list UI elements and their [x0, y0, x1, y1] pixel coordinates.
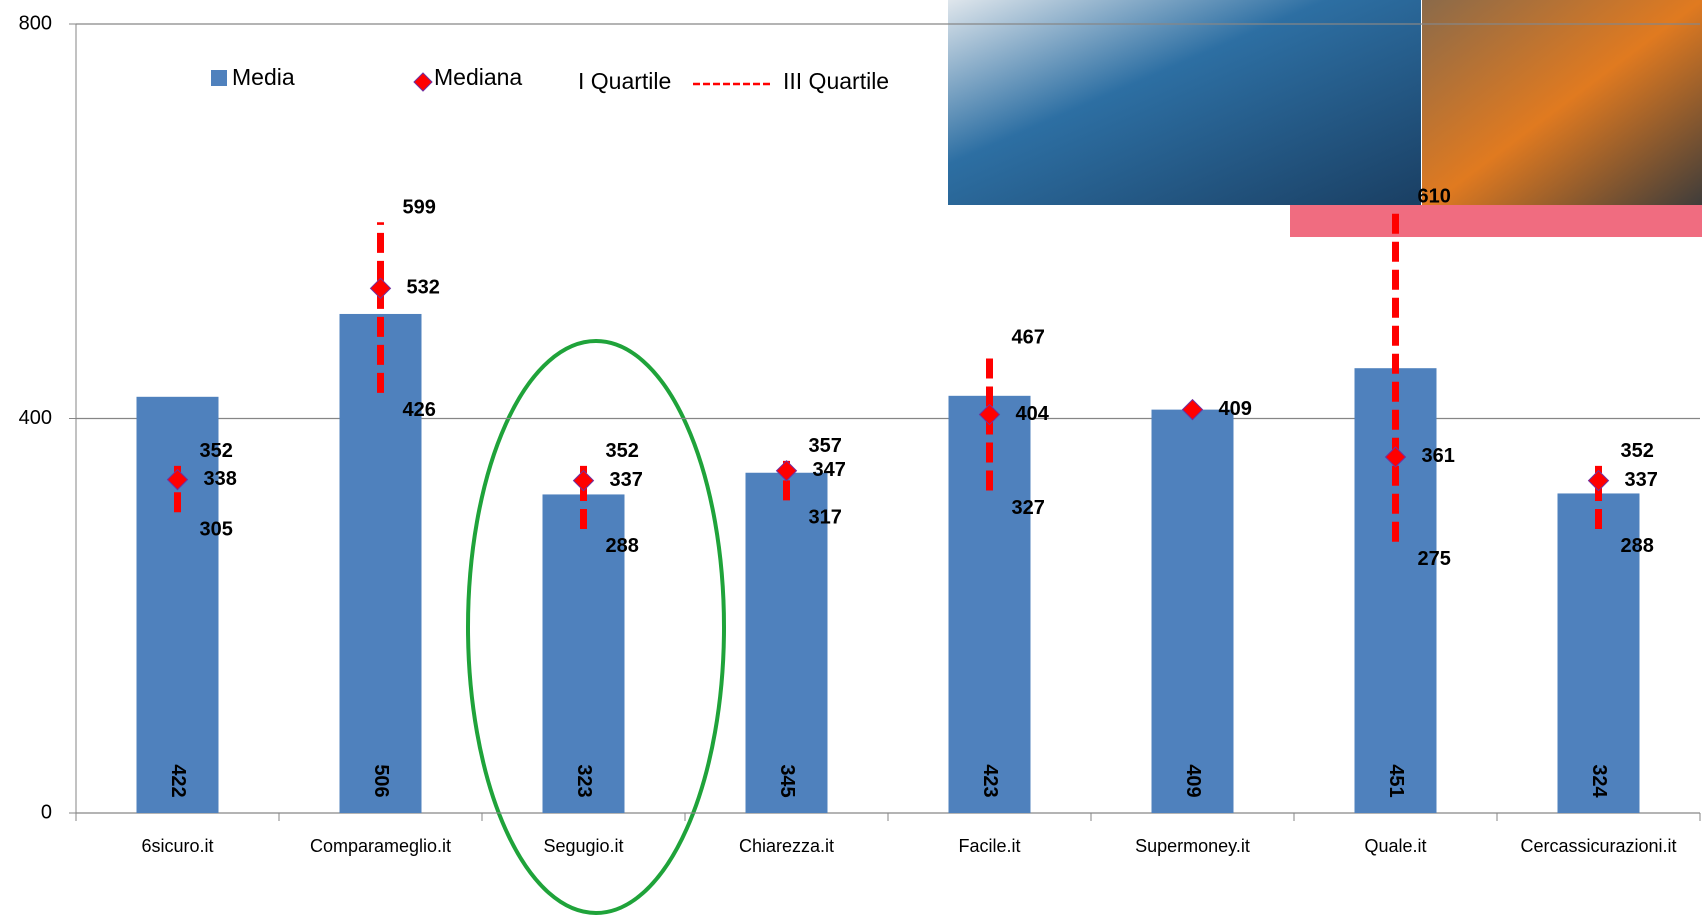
q3-label: 357: [809, 435, 842, 457]
legend-swatch: [211, 70, 227, 86]
bar-value-label: 345: [776, 764, 798, 797]
bar-value-label: 423: [979, 764, 1001, 797]
q1-label: 305: [200, 518, 233, 540]
q1-label: 288: [1621, 535, 1654, 557]
x-tick-label: Quale.it: [1364, 836, 1426, 856]
median-marker: [1181, 398, 1204, 421]
median-label: 361: [1422, 445, 1455, 467]
legend-swatch: [413, 72, 433, 92]
danger-tape: [1290, 205, 1702, 237]
bar: [1354, 368, 1437, 813]
car-photo: [948, 0, 1421, 205]
median-marker: [166, 468, 189, 491]
legend-label: III Quartile: [783, 68, 889, 94]
median-marker: [1384, 446, 1407, 468]
x-tick-label: Chiarezza.it: [739, 836, 834, 856]
worker-photo: [1422, 0, 1702, 210]
q1-label: 288: [606, 535, 639, 557]
x-tick-label: 6sicuro.it: [141, 836, 213, 856]
legend-label: I Quartile: [578, 68, 671, 94]
median-label: 532: [407, 277, 440, 299]
bar-value-label: 451: [1385, 764, 1407, 797]
legend-label: Mediana: [434, 64, 522, 90]
bar-value-label: 409: [1182, 764, 1204, 797]
x-tick-label: Supermoney.it: [1135, 836, 1250, 856]
median-label: 338: [204, 468, 237, 490]
median-label: 347: [813, 459, 846, 481]
bar: [1557, 493, 1640, 813]
q1-label: 275: [1418, 548, 1451, 570]
bar: [948, 395, 1031, 813]
x-tick-label: Segugio.it: [543, 836, 623, 856]
highlight-ellipse: [466, 339, 726, 915]
q3-label: 352: [200, 440, 233, 462]
median-marker: [369, 277, 392, 300]
bar-value-label: 506: [370, 764, 392, 797]
bar: [542, 494, 625, 813]
q3-label: 467: [1012, 327, 1045, 349]
q3-label: 352: [1621, 440, 1654, 462]
bar: [339, 313, 422, 813]
y-tick-label: 0: [41, 801, 52, 823]
y-tick-label: 800: [19, 12, 52, 34]
bar: [1151, 409, 1234, 813]
median-marker: [572, 469, 595, 492]
bar-value-label: 324: [1588, 764, 1610, 798]
bar: [745, 472, 828, 813]
bar-value-label: 323: [573, 764, 595, 797]
q3-label: 352: [606, 440, 639, 462]
x-tick-label: Facile.it: [958, 836, 1020, 856]
q1-label: 317: [809, 507, 842, 529]
median-label: 409: [1219, 398, 1252, 420]
x-tick-label: Comparameglio.it: [310, 836, 451, 856]
median-label: 337: [610, 469, 643, 491]
median-marker: [978, 403, 1001, 426]
median-marker: [775, 460, 798, 482]
median-label: 404: [1016, 403, 1050, 425]
q1-label: 426: [403, 399, 436, 421]
median-marker: [1587, 469, 1610, 492]
legend-label: Media: [232, 64, 295, 90]
median-label: 337: [1625, 469, 1658, 491]
bar-value-label: 422: [167, 764, 189, 797]
x-tick-label: Cercassicurazioni.it: [1520, 836, 1676, 856]
q3-label: 610: [1418, 186, 1451, 208]
q1-label: 327: [1012, 497, 1045, 519]
y-tick-label: 400: [19, 407, 52, 429]
q3-label: 599: [403, 197, 436, 219]
